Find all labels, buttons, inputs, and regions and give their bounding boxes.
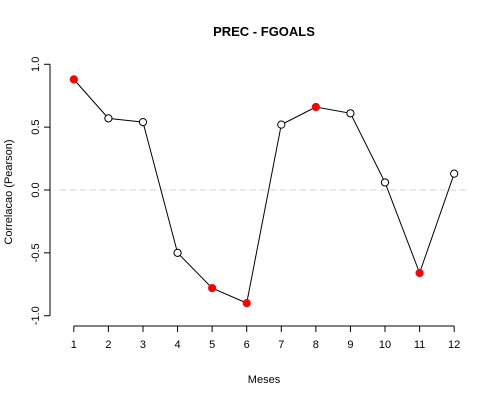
y-tick-label: -0.5	[30, 243, 42, 262]
highlighted-data-point	[311, 102, 320, 112]
x-tick-label: 8	[313, 339, 319, 351]
data-point	[104, 114, 113, 123]
x-tick-label: 11	[414, 339, 425, 351]
data-point	[346, 109, 355, 118]
highlighted-data-point	[242, 299, 251, 308]
x-tick-label: 2	[105, 339, 111, 351]
data-point	[138, 118, 148, 127]
plot-area: 1 2 3 4 5 6 7 8 9 10 11 12-1.0-0.50.00.51.0	[30, 57, 468, 351]
highlighted-data-point	[208, 283, 217, 293]
x-tick-label: 7	[278, 339, 284, 351]
x-tick-label: 1	[71, 339, 77, 351]
y-tick-label: -1.0	[30, 306, 42, 325]
y-axis-label: Correlacao (Pearson)	[3, 139, 15, 244]
x-tick-label: 9	[347, 339, 353, 351]
data-point	[450, 169, 459, 178]
data-point	[173, 248, 182, 257]
y-tick-label: 1.0	[30, 57, 42, 72]
data-point	[277, 120, 286, 129]
x-tick-label: 4	[174, 339, 180, 351]
x-tick-label: 6	[244, 339, 250, 351]
x-tick-label: 5	[209, 339, 215, 351]
chart-title: PREC - FGOALS	[213, 24, 315, 39]
x-tick-label: 10	[379, 339, 391, 351]
y-tick-label: 0.0	[30, 182, 42, 197]
highlighted-data-point	[69, 75, 78, 84]
x-axis-label: Meses	[248, 374, 281, 386]
highlighted-data-point	[415, 268, 424, 278]
series-line	[73, 79, 455, 304]
x-tick-label: 12	[448, 339, 460, 351]
y-tick-label: 0.5	[30, 119, 42, 134]
data-point	[380, 178, 390, 187]
x-tick-label: 3	[140, 339, 146, 351]
